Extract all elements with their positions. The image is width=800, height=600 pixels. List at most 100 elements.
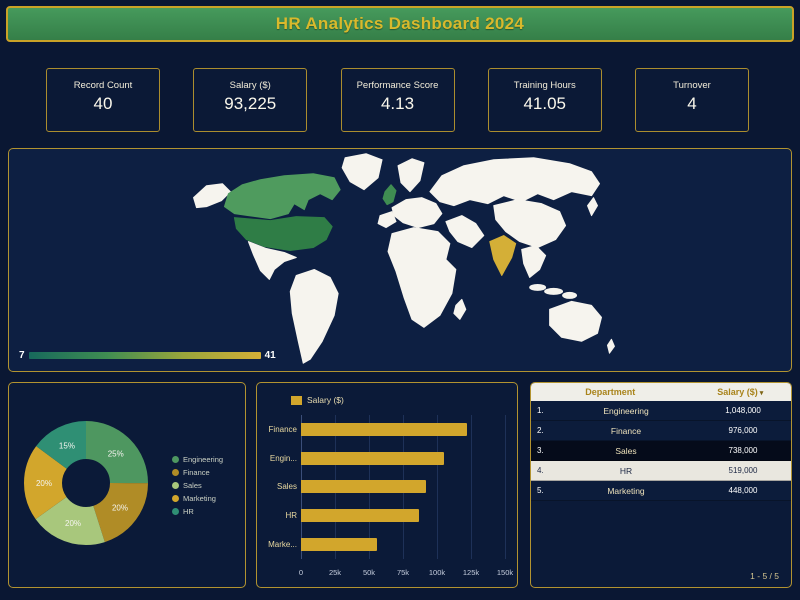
bar-row: HR xyxy=(285,507,505,525)
kpi-card-performance-score: Performance Score 4.13 xyxy=(340,68,455,132)
country-usa[interactable] xyxy=(233,216,333,252)
continent-south-america[interactable] xyxy=(289,268,339,364)
country-madagascar[interactable] xyxy=(453,298,467,320)
department-donut-panel: 25% 20% 20% 20% 15% Engineering Finance Sale… xyxy=(8,382,246,588)
donut-slice-marketing[interactable] xyxy=(24,421,148,545)
sort-icon[interactable]: ▾ xyxy=(759,390,764,397)
table-row-hr[interactable]: 4. HR 519,000 xyxy=(531,461,791,481)
x-tick: 50k xyxy=(362,568,376,577)
bar-row: Finance xyxy=(269,420,505,438)
bar-finance[interactable] xyxy=(301,422,467,436)
row-salary: 448,000 xyxy=(728,486,758,495)
row-salary: 1,048,000 xyxy=(725,406,761,415)
world-map[interactable] xyxy=(9,149,791,371)
country-india[interactable] xyxy=(489,235,517,276)
scale-gradient-bar xyxy=(28,352,261,359)
donut-chart[interactable]: 25% 20% 20% 20% 15% xyxy=(11,395,171,575)
region-middle-east[interactable] xyxy=(445,215,485,249)
island-indonesia[interactable] xyxy=(529,283,547,291)
kpi-card-turnover: Turnover 4 xyxy=(635,68,749,132)
country-new-zealand[interactable] xyxy=(606,338,615,354)
legend-item-hr[interactable]: HR xyxy=(172,507,223,516)
row-index: 4. xyxy=(537,466,544,475)
country-china[interactable] xyxy=(493,199,567,249)
country-spain[interactable] xyxy=(377,211,397,229)
region-se-asia[interactable] xyxy=(521,245,547,278)
row-department: Finance xyxy=(610,425,642,436)
legend-color-dot xyxy=(172,469,179,476)
bar-marketing[interactable] xyxy=(301,538,378,552)
table-row-sales[interactable]: 3. Sales 738,000 xyxy=(531,441,791,461)
row-salary: 519,000 xyxy=(728,466,758,475)
bar-chart-legend[interactable]: Salary ($) xyxy=(291,395,344,405)
legend-label: Marketing xyxy=(183,494,216,503)
table-body: 1. Engineering 1,048,000 2. Finance 976,… xyxy=(531,401,791,501)
country-greenland[interactable] xyxy=(341,153,383,191)
legend-color-dot xyxy=(172,508,179,515)
continent-africa[interactable] xyxy=(387,227,457,328)
kpi-label: Salary ($) xyxy=(229,80,271,91)
legend-item-sales[interactable]: Sales xyxy=(172,481,223,490)
country-alaska[interactable] xyxy=(193,183,231,209)
scale-min-label: 7 xyxy=(19,350,25,361)
row-salary: 976,000 xyxy=(728,426,758,435)
legend-item-marketing[interactable]: Marketing xyxy=(172,494,223,503)
bar-row: Sales xyxy=(277,478,505,496)
region-scandinavia[interactable] xyxy=(397,158,425,193)
row-index: 3. xyxy=(537,446,544,455)
bar-hr[interactable] xyxy=(301,509,419,523)
kpi-value: 41.05 xyxy=(523,94,567,113)
legend-label: HR xyxy=(183,507,194,516)
country-russia[interactable] xyxy=(429,157,600,207)
column-header-salary[interactable]: Salary ($) ▾ xyxy=(690,387,791,397)
table-row-finance[interactable]: 2. Finance 976,000 xyxy=(531,421,791,441)
legend-label: Engineering xyxy=(183,455,224,464)
row-department: Engineering xyxy=(603,405,649,416)
country-australia[interactable] xyxy=(549,300,602,342)
table-row-engineering[interactable]: 1. Engineering 1,048,000 xyxy=(531,401,791,421)
bar-category-label: Sales xyxy=(276,482,297,492)
donut-percent-label: 25% xyxy=(108,449,124,458)
donut-slice-sales[interactable] xyxy=(24,421,148,545)
legend-color-dot xyxy=(172,456,179,463)
kpi-card-salary: Salary ($) 93,225 xyxy=(193,68,308,132)
column-header-salary-label: Salary ($) xyxy=(717,387,758,397)
table-row-marketing[interactable]: 5. Marketing 448,000 xyxy=(531,481,791,501)
region-europe[interactable] xyxy=(391,197,443,229)
x-tick: 75k xyxy=(396,568,410,577)
kpi-row: Record Count 40 Salary ($) 93,225 Perfor… xyxy=(46,68,749,134)
table-header: Department Salary ($) ▾ xyxy=(531,383,791,401)
legend-label: Sales xyxy=(183,481,202,490)
x-tick: 0 xyxy=(298,568,304,577)
scale-max-label: 41 xyxy=(264,350,276,361)
row-department: Sales xyxy=(615,445,637,456)
donut-percent-label: 20% xyxy=(65,519,81,528)
kpi-card-record-count: Record Count 40 xyxy=(46,68,160,132)
row-index: 2. xyxy=(537,426,544,435)
bar-category-label: HR xyxy=(285,511,297,521)
country-mexico[interactable] xyxy=(247,241,297,280)
bar-category-label: Finance xyxy=(268,424,297,434)
x-tick: 100k xyxy=(428,568,446,577)
country-canada[interactable] xyxy=(223,173,341,220)
dashboard-header: HR Analytics Dashboard 2024 xyxy=(6,6,794,42)
legend-item-finance[interactable]: Finance xyxy=(172,468,223,477)
country-uk[interactable] xyxy=(382,184,397,206)
column-header-department[interactable]: Department xyxy=(585,387,636,397)
bar-engineering[interactable] xyxy=(301,451,444,465)
row-department: Marketing xyxy=(607,485,645,496)
donut-slice-hr[interactable] xyxy=(24,421,148,545)
page-title: HR Analytics Dashboard 2024 xyxy=(275,14,525,33)
bar-category-label: Marke... xyxy=(268,540,297,550)
legend-item-engineering[interactable]: Engineering xyxy=(172,455,223,464)
bar-category-label: Engin... xyxy=(269,453,297,463)
bar-rows: Finance Engin... Sales HR Marke... xyxy=(268,415,505,559)
island-indonesia[interactable] xyxy=(544,287,564,295)
gridline xyxy=(505,415,506,559)
country-japan[interactable] xyxy=(587,197,598,217)
bar-sales[interactable] xyxy=(301,480,427,494)
gridline xyxy=(437,415,438,559)
island-indonesia[interactable] xyxy=(562,291,578,299)
department-salary-table-panel: Department Salary ($) ▾ 1. Engineering 1,… xyxy=(530,382,792,588)
